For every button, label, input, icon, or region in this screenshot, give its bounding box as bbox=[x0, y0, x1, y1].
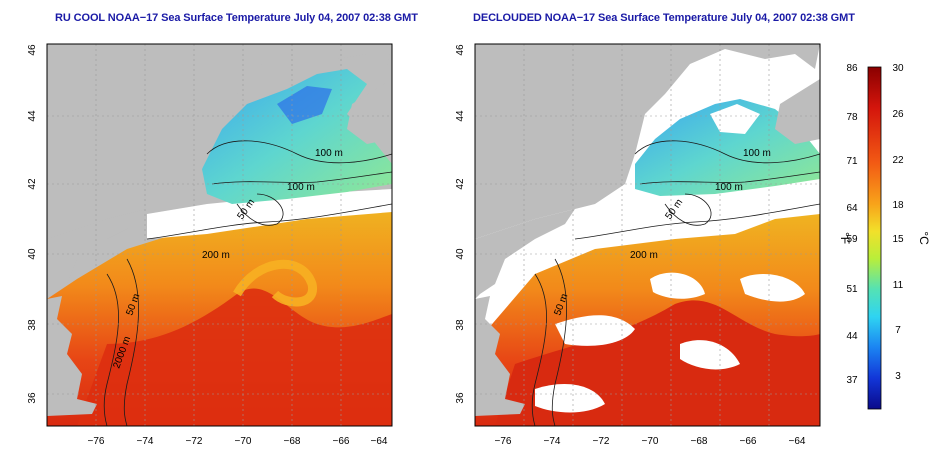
right-x-tick-3: −72 bbox=[593, 436, 610, 447]
right-y-tick-1: 36 bbox=[455, 392, 466, 404]
fahrenheit-label: °F bbox=[838, 232, 852, 244]
left-x-tick-2: −74 bbox=[137, 436, 154, 447]
left-contours bbox=[103, 140, 393, 427]
right-y-tick-3: 40 bbox=[455, 248, 466, 260]
left-contour-label-1: 100 m bbox=[315, 148, 343, 159]
right-x-tick-7: −64 bbox=[789, 436, 806, 447]
c-tick-3: 3 bbox=[895, 371, 901, 382]
left-x-tick-6: −66 bbox=[333, 436, 350, 447]
left-gulf-stream bbox=[77, 288, 392, 426]
left-y-tick-1: 36 bbox=[27, 392, 38, 404]
right-map: 100 m 100 m 50 m 200 m 50 m bbox=[474, 43, 821, 427]
left-x-tick-7: −64 bbox=[371, 436, 388, 447]
c-tick-11: 11 bbox=[893, 280, 904, 291]
c-tick-22: 22 bbox=[892, 155, 904, 166]
right-cloud-gap-1 bbox=[555, 315, 635, 346]
right-x-tick-1: −76 bbox=[495, 436, 512, 447]
right-contour-label-4: 200 m bbox=[630, 250, 658, 261]
right-x-tick-4: −70 bbox=[642, 436, 659, 447]
right-map-title: DECLOUDED NOAA−17 Sea Surface Temperatur… bbox=[473, 12, 855, 24]
f-tick-86: 86 bbox=[846, 63, 858, 74]
f-tick-59: 59 bbox=[846, 234, 858, 245]
left-contour-label-4: 200 m bbox=[202, 250, 230, 261]
f-tick-51: 51 bbox=[846, 284, 858, 295]
c-tick-26: 26 bbox=[892, 109, 904, 120]
right-y-tick-5: 44 bbox=[455, 110, 466, 122]
celsius-label: °C bbox=[917, 231, 931, 245]
f-tick-37: 37 bbox=[846, 375, 858, 386]
f-tick-44: 44 bbox=[846, 331, 858, 342]
left-y-tick-2: 38 bbox=[27, 319, 38, 331]
left-axes: −76 −74 −72 −70 −68 −66 −64 36 38 40 42 … bbox=[27, 44, 388, 447]
left-cold-pool bbox=[277, 86, 332, 124]
right-cool-water bbox=[635, 99, 820, 196]
f-tick-64: 64 bbox=[846, 203, 858, 214]
left-cool-water bbox=[202, 69, 392, 204]
c-tick-7: 7 bbox=[895, 325, 901, 336]
right-x-tick-6: −66 bbox=[740, 436, 757, 447]
right-map-frame bbox=[474, 43, 821, 427]
right-grid bbox=[475, 44, 820, 426]
f-tick-71: 71 bbox=[846, 156, 858, 167]
left-y-tick-6: 46 bbox=[27, 44, 38, 56]
right-y-tick-4: 42 bbox=[455, 178, 466, 190]
right-axes: −76 −74 −72 −70 −68 −66 −64 36 38 40 42 … bbox=[455, 44, 806, 447]
right-x-tick-2: −74 bbox=[544, 436, 561, 447]
right-contour-label-1: 100 m bbox=[743, 148, 771, 159]
right-contour-label-2: 100 m bbox=[715, 182, 743, 193]
left-grid bbox=[47, 44, 392, 426]
left-eddy bbox=[233, 259, 317, 307]
left-x-tick-5: −68 bbox=[284, 436, 301, 447]
colorbar: 86 78 71 64 59 51 44 37 30 26 22 18 15 1… bbox=[838, 63, 931, 410]
left-x-tick-1: −76 bbox=[88, 436, 105, 447]
right-cloud-gap-4 bbox=[740, 274, 805, 302]
left-map-frame bbox=[46, 43, 393, 427]
left-y-tick-3: 40 bbox=[27, 248, 38, 260]
c-tick-18: 18 bbox=[892, 200, 904, 211]
left-y-tick-5: 44 bbox=[27, 110, 38, 122]
right-cloud-north bbox=[710, 104, 760, 134]
left-contour-label-2: 100 m bbox=[287, 182, 315, 193]
left-map-title: RU COOL NOAA−17 Sea Surface Temperature … bbox=[55, 12, 418, 24]
c-tick-30: 30 bbox=[892, 63, 904, 74]
colorbar-gradient bbox=[867, 66, 882, 410]
right-x-tick-5: −68 bbox=[691, 436, 708, 447]
left-map: 100 m 100 m 50 m 200 m 50 m 2000 m bbox=[46, 43, 393, 427]
f-tick-78: 78 bbox=[846, 112, 858, 123]
right-cloud-gap-2 bbox=[680, 340, 740, 370]
right-y-tick-6: 46 bbox=[455, 44, 466, 56]
c-tick-15: 15 bbox=[892, 234, 904, 245]
left-x-tick-3: −72 bbox=[186, 436, 203, 447]
left-y-tick-4: 42 bbox=[27, 178, 38, 190]
right-contours bbox=[531, 140, 821, 427]
right-y-tick-2: 38 bbox=[455, 319, 466, 331]
left-x-tick-4: −70 bbox=[235, 436, 252, 447]
right-cloud-gap-5 bbox=[650, 272, 705, 299]
left-cloud-band bbox=[147, 189, 392, 239]
